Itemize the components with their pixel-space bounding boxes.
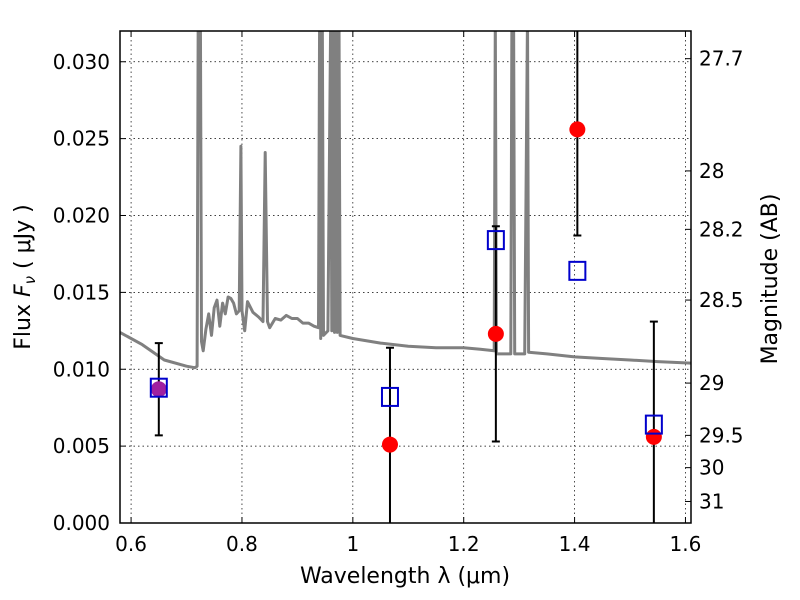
- y-tick-label: 0.030: [53, 50, 110, 74]
- y-tick-label: 0.005: [53, 434, 110, 458]
- x-tick-label: 1.2: [448, 532, 480, 556]
- observed-point: [487, 325, 504, 342]
- right-tick-label: 30: [699, 456, 724, 480]
- y-tick-label: 0.010: [53, 357, 110, 381]
- model-spectrum-layer: [120, 31, 691, 370]
- x-tick-label: 0.8: [226, 532, 258, 556]
- x-tick-label: 1.4: [559, 532, 591, 556]
- observed-point: [381, 436, 398, 453]
- x-tick-label: 1: [346, 532, 359, 556]
- model-point: [486, 230, 505, 251]
- x-axis-ticks: 0.6 0.8 1 1.2 1.4 1.6: [115, 31, 701, 556]
- y-axis-title: Flux Fν ( μJy ): [11, 204, 39, 349]
- y-axis-title-prefix: Flux: [11, 297, 36, 350]
- x-tick-label: 0.6: [115, 532, 147, 556]
- grid-lines: [120, 31, 691, 523]
- right-tick-label: 27.7: [699, 47, 744, 71]
- plot-area: [120, 31, 691, 523]
- y-axis-title-subscript: ν: [21, 276, 39, 284]
- y-axis-title-unit: ( μJy ): [11, 204, 36, 276]
- observed-point: [150, 381, 167, 398]
- observed-point: [645, 428, 662, 445]
- right-axis-title: Magnitude (AB): [758, 194, 783, 365]
- model-point: [380, 386, 399, 407]
- right-axis-ticks: 27.7 28 28.2 28.5 29 29.5 30 31: [685, 47, 744, 513]
- model-points-layer: [149, 230, 663, 435]
- y-axis-title-symbol: F: [11, 284, 36, 297]
- observed-point: [569, 121, 586, 138]
- model-point: [644, 414, 663, 435]
- y-tick-label: 0.000: [53, 511, 110, 535]
- right-tick-label: 29.5: [699, 423, 744, 447]
- model-point: [568, 260, 587, 281]
- right-tick-label: 28: [699, 159, 724, 183]
- y-axis-ticks: 0.000 0.005 0.010 0.015 0.020 0.025 0.030: [53, 50, 126, 535]
- model-spectrum-line: [120, 31, 691, 370]
- y-tick-label: 0.015: [53, 280, 110, 304]
- x-axis-title: Wavelength λ (μm): [300, 564, 510, 589]
- x-tick-label: 1.6: [670, 532, 702, 556]
- y-tick-label: 0.025: [53, 127, 110, 151]
- plot-frame: [119, 30, 692, 524]
- right-tick-label: 28.5: [699, 288, 744, 312]
- right-tick-label: 29: [699, 371, 724, 395]
- y-tick-label: 0.020: [53, 204, 110, 228]
- right-tick-label: 31: [699, 489, 724, 513]
- model-point: [149, 377, 168, 398]
- right-tick-label: 28.2: [699, 217, 744, 241]
